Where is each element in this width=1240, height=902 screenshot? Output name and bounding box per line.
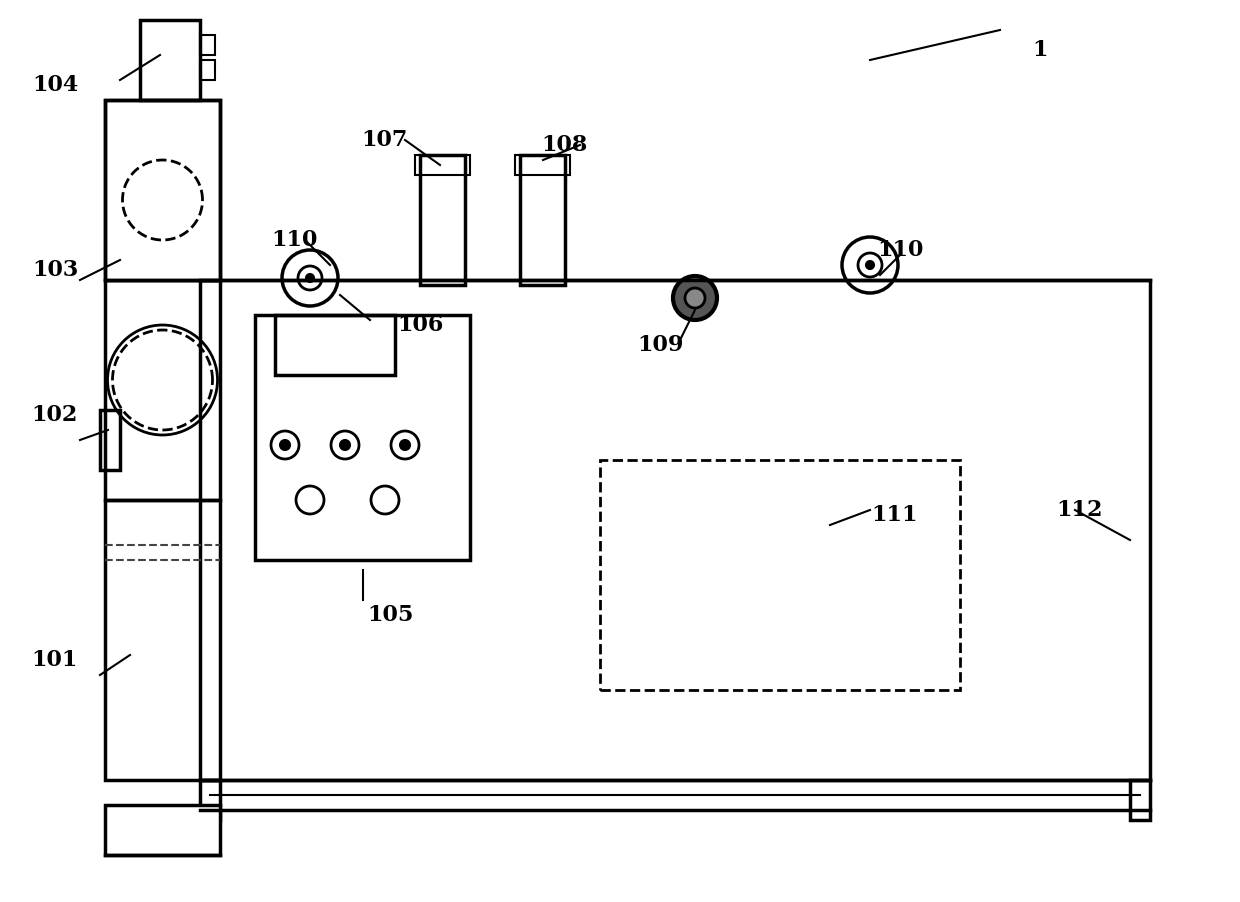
Bar (255, 315, 470, 560)
Circle shape (306, 274, 314, 282)
Text: 107: 107 (362, 129, 408, 151)
Bar (200, 280, 1149, 780)
Text: 109: 109 (637, 334, 683, 356)
Bar (140, 20, 200, 100)
Bar (415, 155, 470, 175)
Bar (1130, 780, 1149, 820)
Bar (520, 155, 565, 285)
Text: 1: 1 (1032, 39, 1048, 61)
Text: 104: 104 (32, 74, 78, 96)
Text: 106: 106 (397, 314, 443, 336)
Circle shape (280, 440, 290, 450)
Text: 112: 112 (1056, 499, 1104, 521)
Text: 110: 110 (877, 239, 924, 261)
Text: 108: 108 (542, 134, 588, 156)
Text: 110: 110 (272, 229, 319, 251)
Bar (105, 500, 219, 780)
Text: 111: 111 (872, 504, 919, 526)
Bar (105, 280, 219, 500)
Circle shape (684, 288, 706, 308)
Bar (200, 780, 219, 820)
Text: 105: 105 (367, 604, 413, 626)
Text: 103: 103 (32, 259, 78, 281)
Bar (100, 410, 120, 470)
Bar (105, 100, 219, 280)
Bar (105, 805, 219, 855)
Bar (600, 460, 960, 690)
Circle shape (340, 440, 350, 450)
Bar (200, 60, 215, 80)
Circle shape (673, 276, 717, 320)
Circle shape (866, 261, 874, 269)
Bar (420, 155, 465, 285)
Bar (200, 35, 215, 55)
Circle shape (401, 440, 410, 450)
Bar (105, 100, 219, 280)
Text: 101: 101 (32, 649, 78, 671)
Bar (515, 155, 570, 175)
Bar (275, 315, 396, 375)
Text: 102: 102 (32, 404, 78, 426)
